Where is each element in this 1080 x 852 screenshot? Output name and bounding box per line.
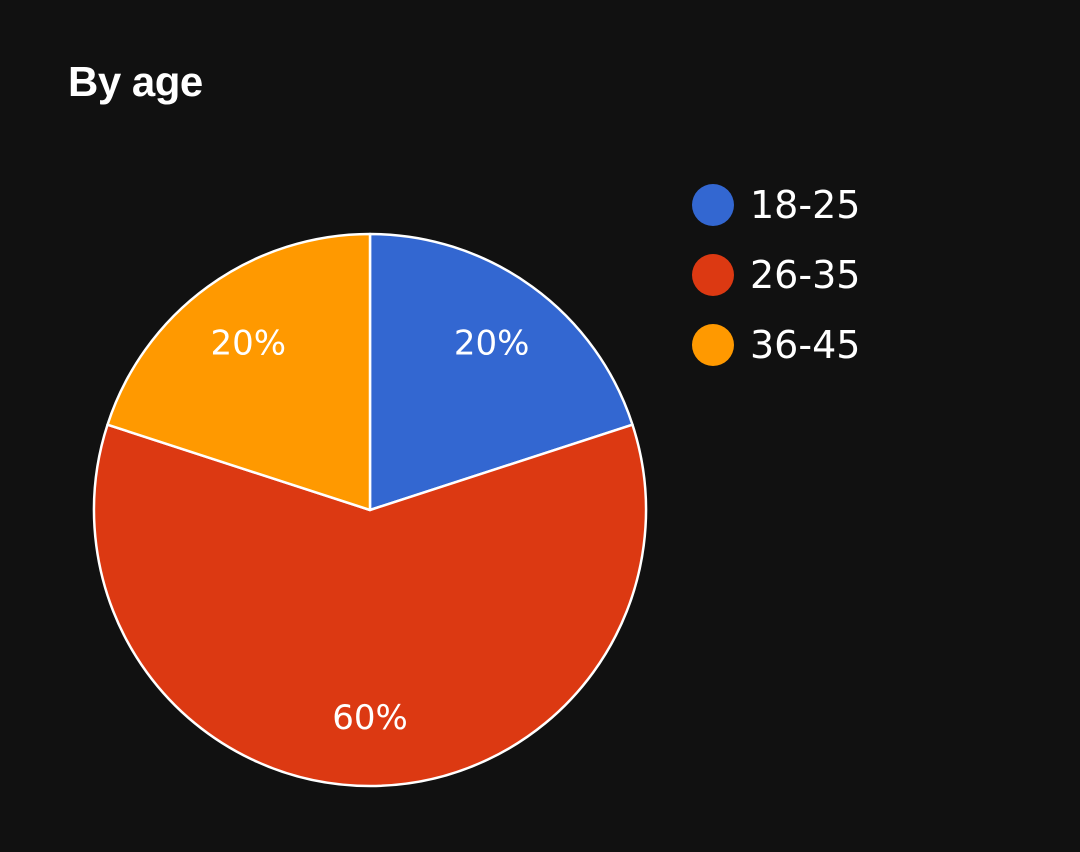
chart-title: By age — [68, 58, 203, 105]
legend-label: 36-45 — [750, 323, 861, 367]
legend-swatch-18-25 — [692, 184, 734, 226]
legend-item-26-35[interactable]: 26-35 — [692, 240, 860, 310]
legend-swatch-26-35 — [692, 254, 734, 296]
legend: 18-25 26-35 36-45 — [692, 170, 860, 380]
legend-item-36-45[interactable]: 36-45 — [692, 310, 860, 380]
pie-slice-26-35[interactable] — [92, 423, 648, 788]
slice-label-18-25: 20% — [454, 324, 530, 364]
slice-label-26-35: 60% — [332, 698, 408, 738]
slice-label-36-45: 20% — [211, 324, 287, 364]
pie-slice-18-25[interactable] — [368, 232, 634, 512]
legend-label: 26-35 — [750, 253, 861, 297]
pie-slice-36-45[interactable] — [106, 232, 372, 512]
legend-swatch-36-45 — [692, 324, 734, 366]
legend-item-18-25[interactable]: 18-25 — [692, 170, 860, 240]
legend-label: 18-25 — [750, 183, 861, 227]
